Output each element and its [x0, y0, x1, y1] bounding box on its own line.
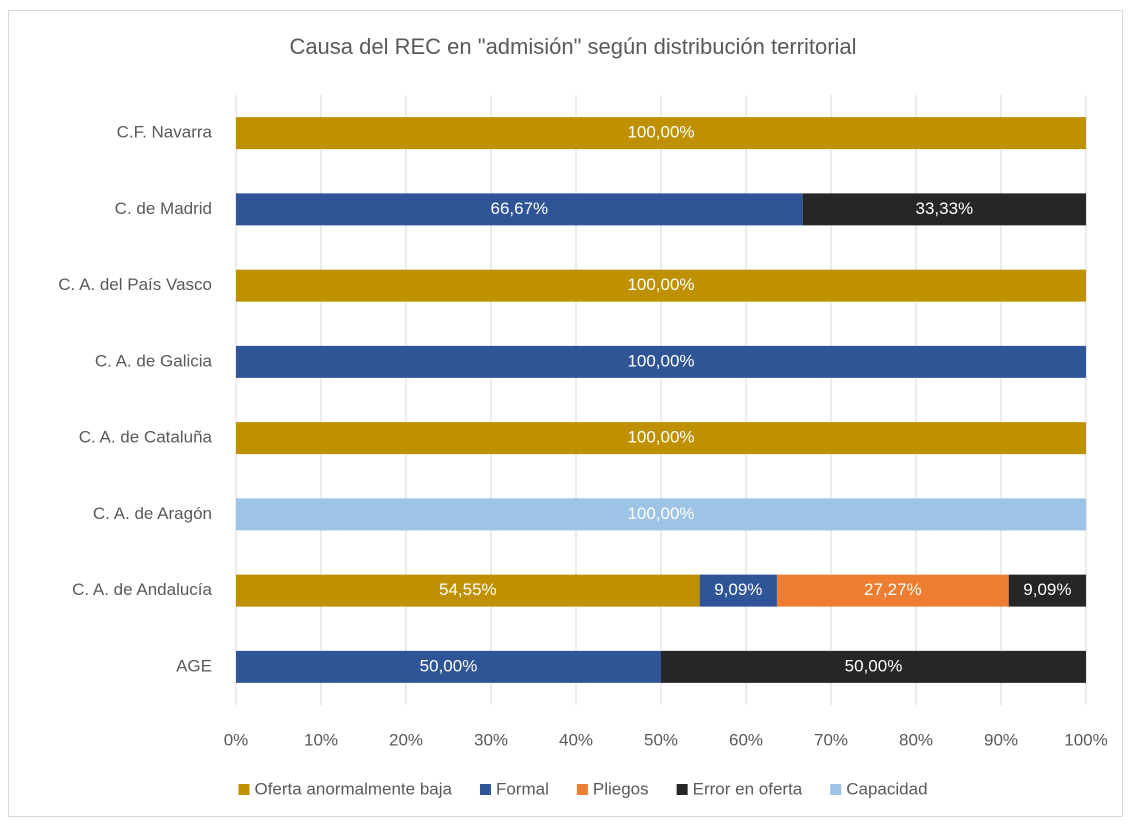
bar-segment [236, 117, 1086, 150]
x-tick-label: 50% [644, 730, 678, 749]
x-tick-label: 20% [389, 730, 423, 749]
y-tick-label: C. A. de Galicia [95, 351, 213, 370]
data-label: 100,00% [627, 351, 694, 370]
data-label: 100,00% [627, 504, 694, 523]
bar-segment [236, 498, 1086, 531]
data-label: 33,33% [916, 199, 974, 218]
y-tick-label: C. A. de Aragón [93, 504, 212, 523]
bar-segment [236, 345, 1086, 378]
data-label: 9,09% [714, 580, 762, 599]
data-label: 100,00% [627, 123, 694, 142]
bar-segment [236, 650, 661, 683]
data-label: 66,67% [491, 199, 549, 218]
legend-swatch [238, 784, 250, 795]
y-tick-label: C. A. de Cataluña [79, 428, 213, 447]
bar-segment [802, 193, 1086, 226]
y-tick-label: AGE [176, 656, 212, 675]
bar-segment [661, 650, 1086, 683]
data-label: 100,00% [627, 275, 694, 294]
data-label: 50,00% [420, 656, 478, 675]
y-tick-label: C. A. de Andalucía [72, 580, 212, 599]
legend-label: Error en oferta [693, 779, 803, 798]
y-tick-label: C. A. del País Vasco [58, 275, 212, 294]
data-label: 100,00% [627, 428, 694, 447]
y-tick-label: C. de Madrid [115, 199, 212, 218]
data-label: 54,55% [439, 580, 497, 599]
y-tick-label: C.F. Navarra [117, 123, 213, 142]
data-label: 27,27% [864, 580, 922, 599]
bar-segment [236, 269, 1086, 302]
x-tick-label: 60% [729, 730, 763, 749]
legend-swatch [479, 784, 491, 795]
bar-segment [1008, 574, 1086, 607]
data-label: 9,09% [1023, 580, 1071, 599]
legend-label: Oferta anormalmente baja [254, 779, 452, 798]
data-label: 50,00% [845, 656, 903, 675]
legend-swatch [830, 784, 842, 795]
x-tick-label: 80% [899, 730, 933, 749]
x-tick-label: 100% [1064, 730, 1107, 749]
legend-swatch [676, 784, 688, 795]
legend-label: Pliegos [593, 779, 649, 798]
bar-segment [236, 193, 803, 226]
x-tick-label: 30% [474, 730, 508, 749]
x-tick-label: 40% [559, 730, 593, 749]
x-tick-label: 70% [814, 730, 848, 749]
chart-title: Causa del REC en "admisión" según distri… [289, 34, 856, 59]
bar-segment [236, 422, 1086, 455]
legend-label: Capacidad [846, 779, 927, 798]
legend-label: Formal [496, 779, 549, 798]
x-tick-label: 90% [984, 730, 1018, 749]
x-tick-label: 10% [304, 730, 338, 749]
bar-segment [776, 574, 1009, 607]
x-tick-label: 0% [224, 730, 249, 749]
bar-segment [699, 574, 777, 607]
legend-swatch [576, 784, 588, 795]
bar-segment [236, 574, 700, 607]
